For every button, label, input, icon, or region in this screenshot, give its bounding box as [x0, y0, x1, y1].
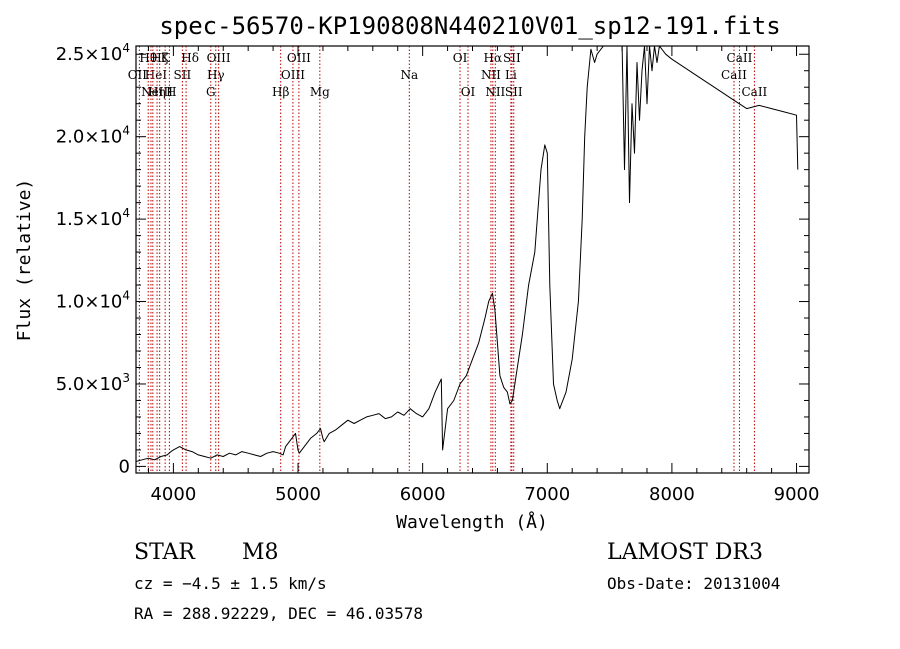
- y-tick-exponent: 4: [122, 41, 130, 55]
- y-tick-label: 5.0×103: [56, 371, 130, 395]
- spectral-line-label: Li: [505, 68, 517, 82]
- spectral-line-label: OI: [453, 51, 468, 65]
- spectral-line-label: OII: [128, 68, 148, 82]
- coordinates: RA = 288.92229, DEC = 46.03578: [134, 604, 423, 623]
- spectral-line-label: CaII: [721, 68, 747, 82]
- observation-date: Obs-Date: 20131004: [607, 574, 781, 593]
- plot-frame: [135, 45, 810, 474]
- y-tick-label: 2.0×104: [56, 124, 130, 148]
- spectral-line-label: OIII: [207, 51, 231, 65]
- y-tick-mantissa: 2.0×10: [56, 127, 123, 148]
- spectral-line-label: SII: [505, 85, 523, 99]
- y-tick-mantissa: 1.5×10: [56, 209, 123, 230]
- y-tick-exponent: 3: [122, 371, 130, 385]
- spectral-line-label: G: [206, 85, 216, 99]
- spectral-line-label: Hα: [484, 51, 503, 65]
- y-tick-label: 2.5×104: [56, 41, 130, 65]
- x-tick-label: 4000: [150, 484, 196, 505]
- y-tick-exponent: 4: [122, 206, 130, 220]
- spectrum-series-line: [136, 46, 799, 462]
- y-tick-exponent: 4: [122, 289, 130, 303]
- y-axis-label: Flux (relative): [14, 179, 35, 342]
- y-tick-mantissa: 5.0×10: [56, 374, 123, 395]
- spectral-line-label: Na: [400, 68, 418, 82]
- spectral-line-label: SII: [503, 51, 521, 65]
- axis-ticks: 4000 5000 6000 7000 8000 900005.0×1031.0×1041…: [56, 41, 820, 505]
- spectral-line-label: Hδ: [181, 51, 199, 65]
- y-tick-mantissa: 2.5×10: [56, 44, 123, 65]
- spectral-line-label: Mg: [310, 85, 330, 99]
- chart-title: spec-56570-KP190808N440210V01_sp12-191.f…: [159, 12, 780, 40]
- y-tick-mantissa: 1.0×10: [56, 292, 123, 313]
- spectral-line-label: NII: [481, 68, 501, 82]
- survey-name: LAMOST DR3: [607, 540, 763, 565]
- y-tick-label: 0: [119, 456, 130, 477]
- spectral-line-label: H: [166, 85, 176, 99]
- spectral-line-label: Hβ: [272, 85, 289, 99]
- x-tick-label: 6000: [400, 484, 446, 505]
- object-subclass: M8: [242, 540, 279, 565]
- x-tick-label: 5000: [275, 484, 321, 505]
- y-tick-label: 1.5×104: [56, 206, 130, 230]
- x-tick-label: 9000: [774, 484, 820, 505]
- y-tick-exponent: 4: [122, 124, 130, 138]
- spectral-line-label: CaII: [727, 51, 753, 65]
- y-tick-mantissa: 0: [119, 456, 130, 477]
- spectral-line-label: NII: [485, 85, 505, 99]
- object-class: STAR: [134, 540, 195, 565]
- spectral-line-label: HeI: [145, 68, 168, 82]
- spectral-line-label: Hζ: [151, 51, 168, 65]
- x-tick-label: 7000: [524, 484, 570, 505]
- spectral-line-markers: OIIHθHeIHηNeIIIHζKHSIIHδGHγOIIIHβOIIIOII…: [128, 46, 768, 473]
- redshift-velocity: cz = −4.5 ± 1.5 km/s: [134, 574, 327, 593]
- spectral-line-label: OIII: [287, 51, 311, 65]
- y-tick-label: 1.0×104: [56, 289, 130, 313]
- spectral-line-label: OI: [461, 85, 476, 99]
- x-axis-label: Wavelength (Å): [396, 511, 548, 533]
- spectral-line-label: OIII: [281, 68, 305, 82]
- spectral-line-label: CaII: [741, 85, 767, 99]
- spectral-line-label: SII: [174, 68, 192, 82]
- x-tick-label: 8000: [649, 484, 695, 505]
- spectral-line-label: Hγ: [207, 68, 225, 82]
- series-group: [136, 46, 799, 462]
- spectral-line-label: K: [161, 51, 171, 65]
